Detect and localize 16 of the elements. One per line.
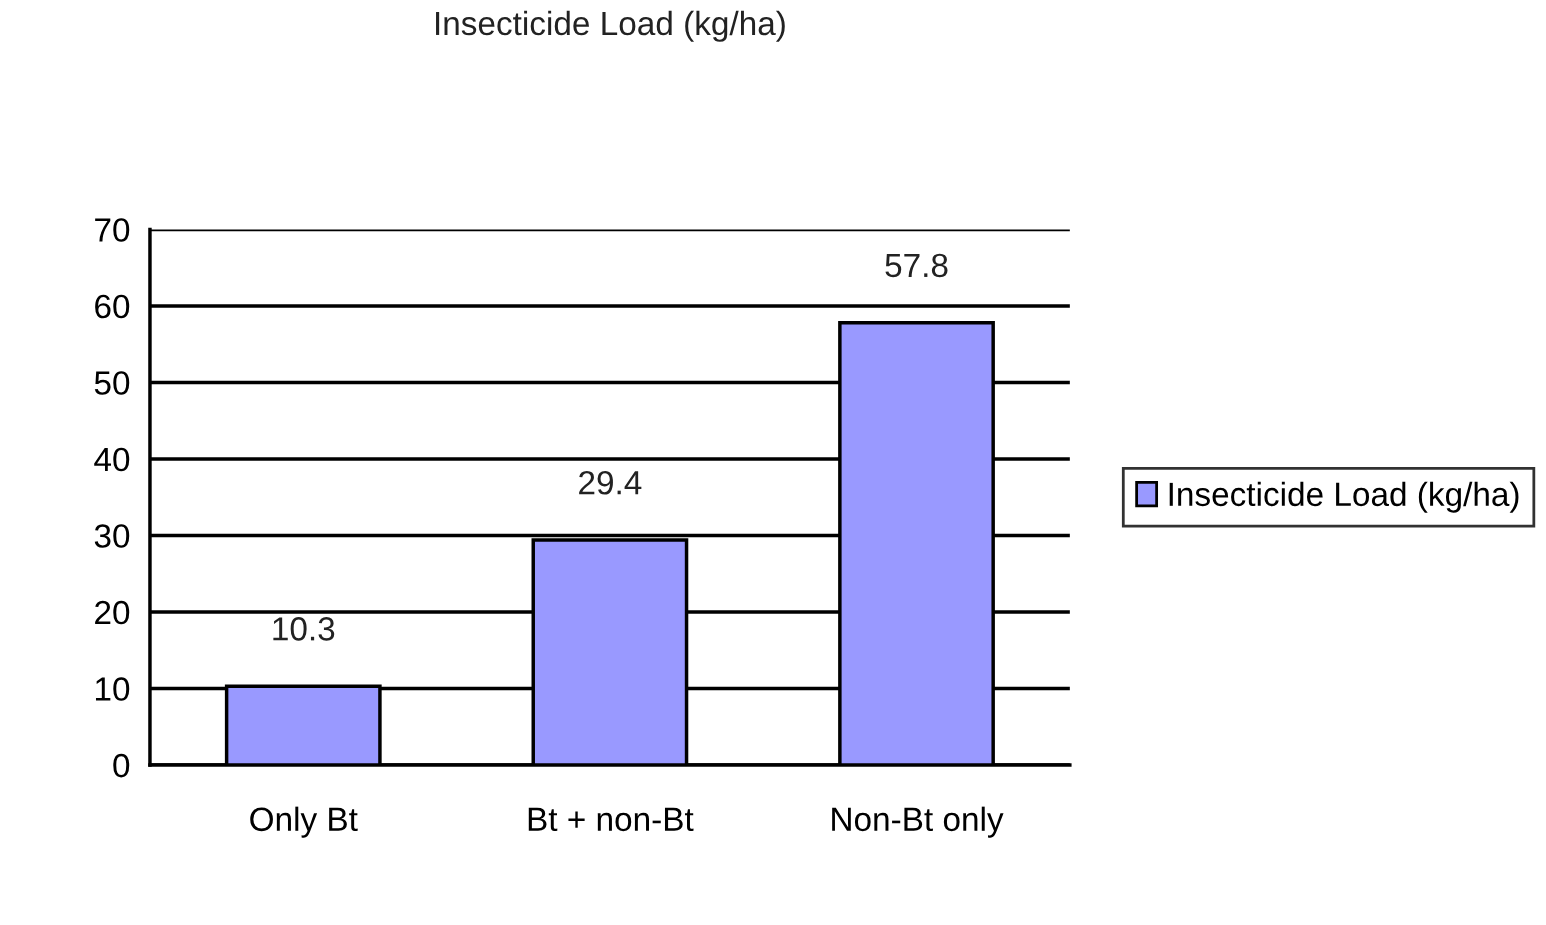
data-label: 29.4 bbox=[579, 470, 642, 495]
y-tick-label: 10 bbox=[95, 677, 130, 701]
x-tick-label: Bt + non-Bt bbox=[528, 807, 694, 832]
y-tick-label: 60 bbox=[95, 294, 130, 319]
y-tick-label: 50 bbox=[94, 371, 130, 395]
legend-label: Insecticide Load (kg/ha) bbox=[1169, 481, 1519, 513]
y-tick-label: 0 bbox=[113, 753, 130, 778]
y-tick-label: 70 bbox=[95, 218, 130, 242]
y-tick-label: 30 bbox=[94, 524, 130, 548]
chart-title: Insecticide Load (kg/ha) bbox=[436, 10, 785, 42]
data-label: 10.3 bbox=[273, 617, 335, 641]
x-tick-label: Only Bt bbox=[250, 806, 358, 838]
x-tick-label: Non-Bt only bbox=[832, 806, 1004, 838]
y-tick-label: 20 bbox=[95, 600, 130, 625]
y-tick-label: 40 bbox=[94, 447, 130, 472]
data-label: 57.8 bbox=[885, 253, 948, 278]
